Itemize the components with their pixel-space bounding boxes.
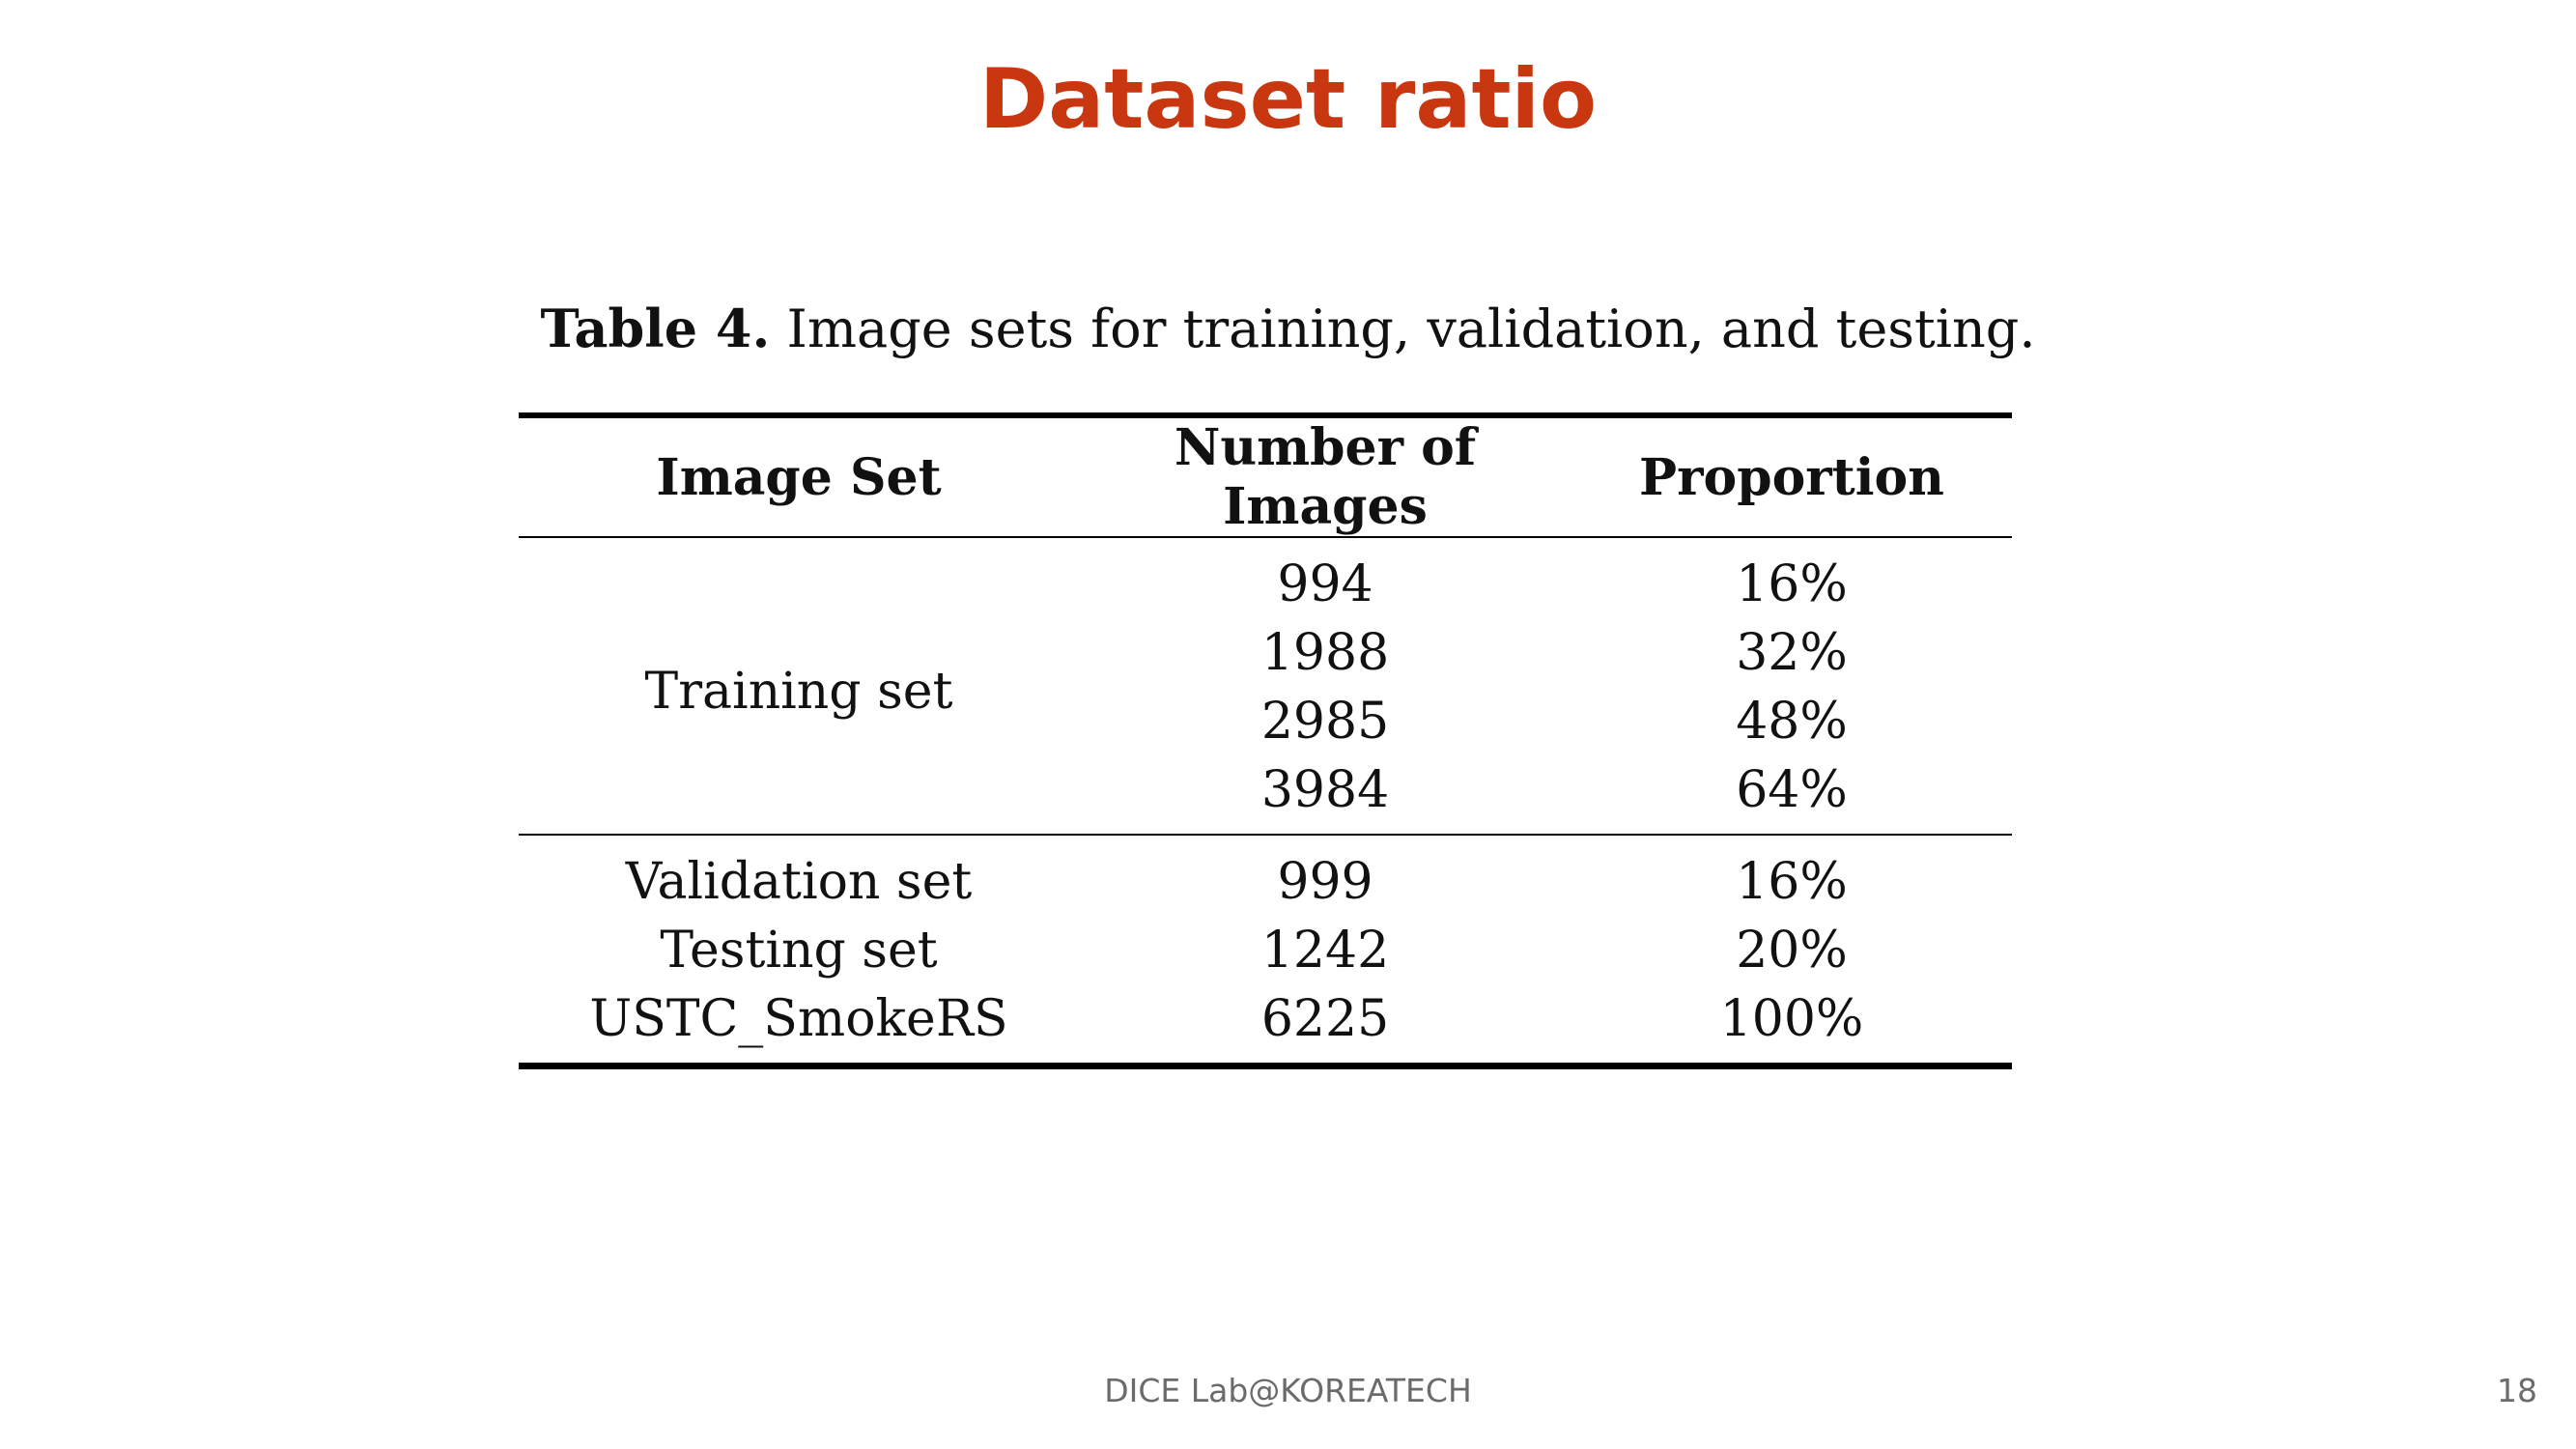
footer-lab-name: DICE Lab@KOREATECH <box>1104 1372 1472 1409</box>
table-caption-text: Image sets for training, validation, and… <box>786 298 2036 359</box>
table-row: 2985 48% <box>519 687 2012 755</box>
image-count: 6225 <box>1260 989 1390 1048</box>
image-count: 3984 <box>1260 760 1390 819</box>
table-row: Training set 994 16% <box>519 537 2012 722</box>
table-row: USTC_SmokeRS 6225 100% <box>519 984 2012 1066</box>
proportion-value: 64% <box>1736 760 1848 819</box>
image-count: 994 <box>1277 554 1373 613</box>
proportion-value: 16% <box>1736 852 1848 911</box>
proportion-value: 100% <box>1719 989 1864 1048</box>
table-row: 3984 64% <box>519 755 2012 835</box>
table-caption: Table 4. Image sets for training, valida… <box>0 290 2576 368</box>
table-row: Validation set 999 16% <box>519 835 2012 916</box>
table-row: 1988 32% <box>519 618 2012 687</box>
header-image-set: Image Set <box>656 447 942 507</box>
proportion-value: 48% <box>1736 692 1848 751</box>
table-caption-label: Table 4. <box>540 298 771 359</box>
image-set-label: Testing set <box>660 921 938 980</box>
table-row: Testing set 1242 20% <box>519 916 2012 984</box>
training-set-label: Training set <box>644 663 953 721</box>
image-count: 1988 <box>1260 623 1390 682</box>
header-proportion: Proportion <box>1639 447 1944 507</box>
image-set-label: USTC_SmokeRS <box>589 989 1008 1048</box>
image-set-label: Validation set <box>625 852 973 911</box>
image-count: 1242 <box>1260 921 1390 980</box>
image-count: 999 <box>1277 852 1373 911</box>
dataset-table: Image Set Number of Images Proportion Tr… <box>519 412 2012 1069</box>
slide-title: Dataset ratio <box>978 51 1598 148</box>
header-number-of-images: Number of Images <box>1174 418 1477 536</box>
image-count: 2985 <box>1260 692 1390 751</box>
table-header-row: Image Set Number of Images Proportion <box>519 415 2012 537</box>
proportion-value: 20% <box>1736 921 1848 980</box>
proportion-value: 32% <box>1736 623 1848 682</box>
proportion-value: 16% <box>1736 554 1848 613</box>
page-number: 18 <box>2497 1372 2537 1409</box>
